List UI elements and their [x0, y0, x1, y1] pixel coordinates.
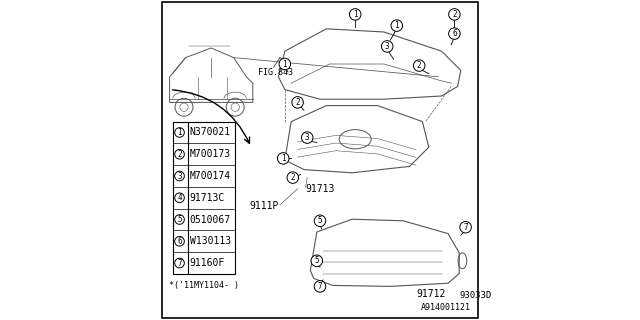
- Circle shape: [175, 215, 184, 224]
- Text: 7: 7: [317, 282, 323, 291]
- Circle shape: [311, 255, 323, 267]
- Bar: [173, 122, 236, 274]
- Text: 91713C: 91713C: [189, 193, 225, 203]
- Text: 2: 2: [295, 98, 300, 107]
- Text: 9111P: 9111P: [249, 201, 278, 212]
- Text: 0510067: 0510067: [189, 214, 231, 225]
- Text: 5: 5: [314, 256, 319, 265]
- Circle shape: [175, 258, 184, 268]
- Text: 2: 2: [177, 150, 182, 159]
- Text: 7: 7: [463, 223, 468, 232]
- Circle shape: [349, 9, 361, 20]
- Text: 4: 4: [177, 193, 182, 202]
- Text: *('11MY1104- ): *('11MY1104- ): [169, 281, 239, 290]
- Text: 1: 1: [281, 154, 285, 163]
- Circle shape: [391, 20, 403, 31]
- Text: 1: 1: [353, 10, 358, 19]
- Text: 3: 3: [385, 42, 390, 51]
- Text: FIG.843: FIG.843: [258, 68, 292, 76]
- Circle shape: [175, 149, 184, 159]
- Circle shape: [175, 128, 184, 137]
- Circle shape: [292, 97, 303, 108]
- Text: 91160F: 91160F: [189, 258, 225, 268]
- Text: 2: 2: [452, 10, 457, 19]
- Text: 5: 5: [177, 215, 182, 224]
- Text: M700174: M700174: [189, 171, 231, 181]
- Circle shape: [449, 9, 460, 20]
- Text: A914001121: A914001121: [420, 303, 470, 312]
- Text: 2: 2: [291, 173, 295, 182]
- Text: 2: 2: [417, 61, 422, 70]
- Circle shape: [460, 221, 471, 233]
- Circle shape: [413, 60, 425, 71]
- Circle shape: [301, 132, 313, 143]
- Text: 1: 1: [177, 128, 182, 137]
- Circle shape: [278, 153, 289, 164]
- Circle shape: [175, 193, 184, 203]
- Text: W130113: W130113: [189, 236, 231, 246]
- Text: 91713: 91713: [306, 184, 335, 194]
- Circle shape: [175, 236, 184, 246]
- Text: 6: 6: [177, 237, 182, 246]
- Circle shape: [287, 172, 298, 183]
- Circle shape: [449, 28, 460, 39]
- Circle shape: [314, 215, 326, 227]
- Circle shape: [175, 171, 184, 181]
- Text: 91712: 91712: [416, 289, 445, 299]
- Text: 93033D: 93033D: [460, 292, 492, 300]
- Text: 3: 3: [177, 172, 182, 180]
- Text: 7: 7: [177, 259, 182, 268]
- Text: M700173: M700173: [189, 149, 231, 159]
- Text: 6: 6: [452, 29, 457, 38]
- Circle shape: [279, 58, 291, 70]
- Circle shape: [381, 41, 393, 52]
- Text: 1: 1: [282, 60, 287, 68]
- Circle shape: [314, 281, 326, 292]
- Text: N370021: N370021: [189, 127, 231, 138]
- Text: 3: 3: [305, 133, 310, 142]
- Text: 5: 5: [317, 216, 323, 225]
- Text: 1: 1: [394, 21, 399, 30]
